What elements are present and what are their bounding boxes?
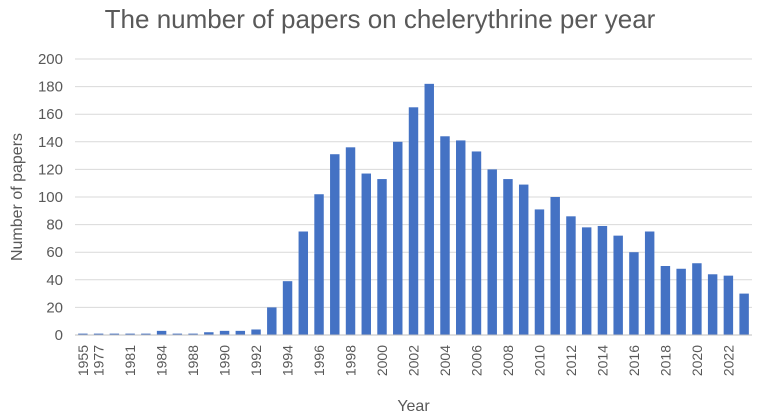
- bar-1993: [267, 307, 277, 335]
- x-axis-ticks: 1955 1977 1981 1984 1988 1990 1992 1994 1996 1998…: [75, 345, 737, 376]
- y-axis-ticks: 0 20 40 60 80 100 120 140 160 180 200: [38, 51, 63, 344]
- y-tick-label: 200: [38, 51, 63, 68]
- bar-1994: [282, 281, 293, 335]
- bar-1977: [93, 333, 104, 335]
- bar-2022: [723, 275, 734, 335]
- bar-2020: [692, 263, 702, 335]
- bar-2011: [550, 197, 560, 335]
- bar-2016: [629, 252, 639, 335]
- bar-1991: [235, 330, 246, 335]
- bar-1982: [141, 333, 151, 335]
- bar-1995: [298, 231, 309, 335]
- bar-1999: [361, 173, 371, 335]
- x-tick-label: 2016: [626, 345, 642, 376]
- y-tick-label: 140: [38, 134, 63, 151]
- y-tick-label: 60: [46, 244, 63, 261]
- x-tick-label: 1977: [91, 345, 107, 376]
- bar-2003: [424, 83, 434, 335]
- bar-1998: [345, 147, 356, 335]
- x-tick-label: 2014: [594, 345, 610, 376]
- bar-1979: [109, 333, 120, 335]
- x-tick-label: 2018: [657, 345, 673, 376]
- x-tick-label: 2000: [374, 345, 390, 376]
- bars: [78, 83, 749, 335]
- x-tick-label: 1984: [154, 345, 170, 376]
- y-tick-label: 180: [38, 79, 63, 96]
- bar-1981: [125, 333, 135, 335]
- bar-2005: [456, 140, 466, 335]
- bar-2006: [471, 151, 482, 335]
- bar-1996: [314, 194, 324, 335]
- x-tick-label: 2012: [563, 345, 579, 376]
- bar-2021: [707, 274, 718, 335]
- y-tick-label: 0: [55, 327, 63, 344]
- bar-2001: [393, 141, 403, 335]
- y-tick-label: 80: [46, 217, 63, 234]
- bar-1984: [156, 330, 167, 335]
- bar-2019: [676, 268, 686, 335]
- bar-2000: [377, 179, 387, 335]
- y-tick-label: 120: [38, 161, 63, 178]
- bar-2015: [613, 235, 623, 335]
- x-tick-label: 1996: [311, 345, 327, 376]
- x-tick-label: 2022: [720, 345, 736, 376]
- bar-1985: [172, 333, 183, 335]
- x-tick-label: 2008: [500, 345, 516, 376]
- x-tick-label: 2010: [531, 345, 547, 376]
- bar-1992: [251, 329, 261, 335]
- bar-2023: [739, 293, 749, 335]
- bar-2017: [644, 231, 655, 335]
- x-tick-label: 2002: [406, 345, 422, 376]
- x-tick-label: 1998: [343, 345, 359, 376]
- bar-1990: [219, 330, 230, 335]
- y-tick-label: 160: [38, 106, 63, 123]
- bar-2004: [440, 136, 450, 335]
- x-tick-label: 1990: [217, 345, 233, 376]
- bar-2009: [518, 184, 529, 335]
- bar-1989: [204, 332, 214, 335]
- x-tick-label: 2020: [689, 345, 705, 376]
- y-tick-label: 100: [38, 189, 63, 206]
- x-tick-label: 2006: [468, 345, 484, 376]
- bar-2008: [503, 179, 513, 335]
- bar-1988: [188, 333, 198, 335]
- x-tick-label: 1988: [185, 345, 201, 376]
- bar-2010: [534, 209, 545, 335]
- chart-title: The number of papers on chelerythrine pe…: [104, 4, 656, 34]
- x-axis-title: Year: [397, 398, 430, 415]
- bar-2013: [581, 227, 592, 335]
- x-tick-label: 1955: [75, 345, 91, 376]
- bar-2014: [597, 225, 608, 335]
- bar-2002: [408, 107, 419, 335]
- bar-2007: [487, 169, 497, 335]
- x-tick-label: 1994: [280, 345, 296, 376]
- y-tick-label: 40: [46, 272, 63, 289]
- bar-1955: [78, 333, 88, 335]
- bar-2012: [566, 216, 576, 335]
- y-axis-title: Number of papers: [9, 133, 26, 261]
- bar-2018: [660, 266, 671, 335]
- bar-1997: [330, 154, 340, 335]
- x-tick-label: 2004: [437, 345, 453, 376]
- y-tick-label: 20: [46, 299, 63, 316]
- x-tick-label: 1981: [122, 345, 138, 376]
- x-tick-label: 1992: [248, 345, 264, 376]
